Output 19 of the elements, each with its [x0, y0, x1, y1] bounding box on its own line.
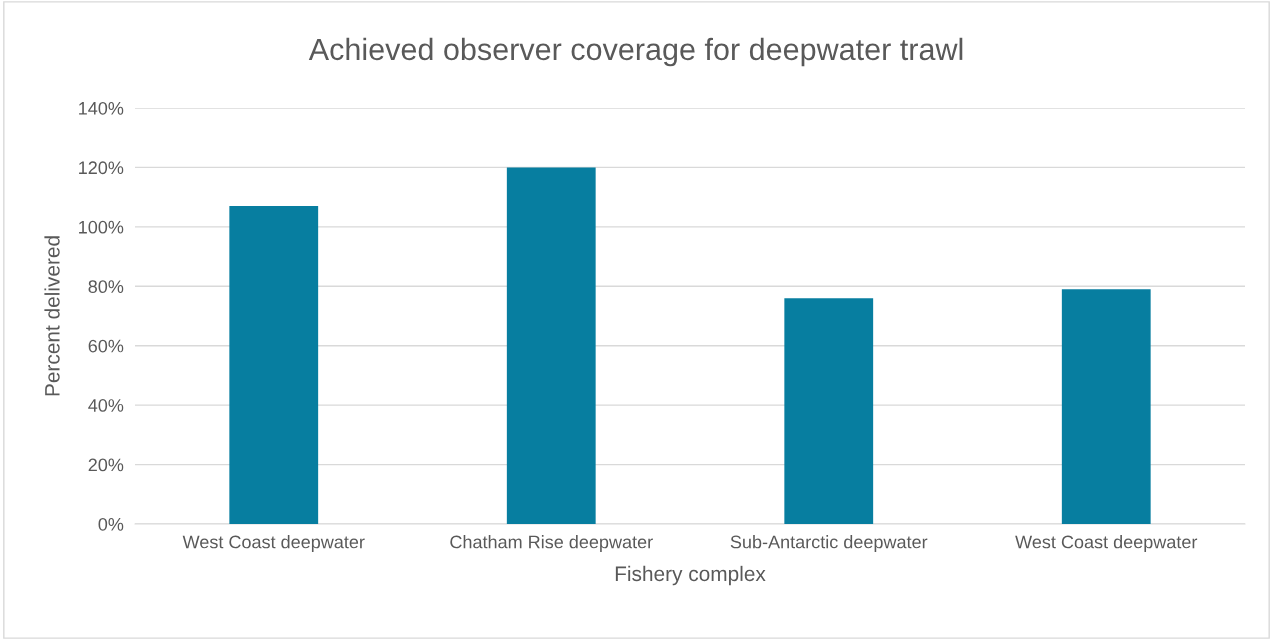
x-tick-label: Chatham Rise deepwater: [450, 535, 653, 552]
bar: [506, 167, 596, 524]
x-tick-label: West Coast deepwater: [1015, 535, 1198, 552]
y-tick-label: 100%: [79, 220, 124, 234]
x-axis-title: Fishery complex: [615, 565, 766, 586]
y-tick-label: 80%: [88, 280, 124, 294]
bar: [229, 206, 319, 524]
chart-title: Achieved observer coverage for deepwater trawl: [308, 37, 963, 67]
y-tick-label: 20%: [88, 458, 124, 472]
x-tick-label: Sub-Antarctic deepwater: [730, 535, 928, 552]
y-tick-label: 120%: [79, 161, 124, 175]
x-tick-label: West Coast deepwater: [182, 535, 365, 552]
y-tick-label: 140%: [79, 101, 124, 115]
bar: [784, 298, 874, 524]
y-tick-label: 40%: [88, 399, 124, 412]
y-tick-label: 60%: [88, 339, 124, 353]
y-axis-title: Percent delivered: [44, 236, 60, 396]
y-tick-label: 0%: [98, 517, 124, 531]
bar: [1061, 289, 1151, 524]
